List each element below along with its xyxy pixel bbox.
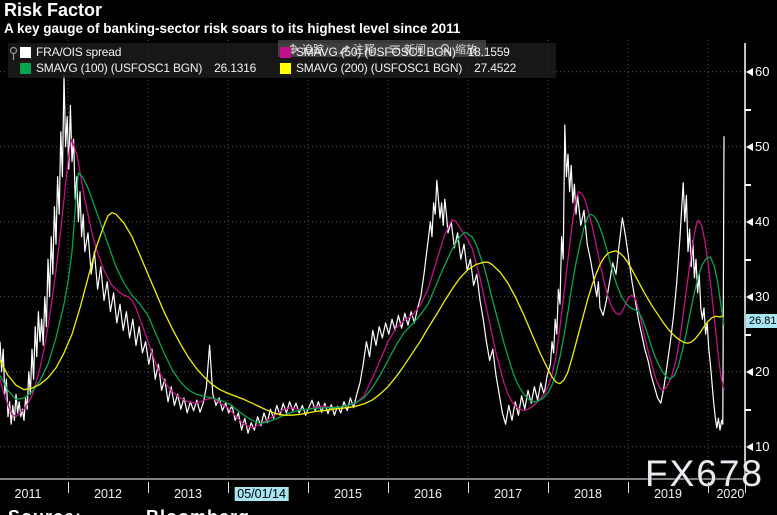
x-axis-year-label: 2013 bbox=[174, 487, 202, 501]
x-axis-year-label: 2012 bbox=[94, 487, 122, 501]
y-minor-tick bbox=[745, 409, 751, 412]
chart-toolbar: 追踪 注释 新闻 缩放 bbox=[278, 40, 486, 57]
toolbar-button-label: 新闻 bbox=[404, 43, 426, 56]
last-price-label: 26.8100 bbox=[746, 313, 777, 328]
y-tick-label: 50 bbox=[746, 139, 769, 154]
tick-arrow-icon bbox=[746, 367, 753, 376]
legend-value: 18.1559 bbox=[467, 45, 510, 59]
legend-item[interactable]: SMAVG (200) (USFOSC1 BGN) 27.4522 bbox=[280, 61, 516, 75]
x-tick bbox=[308, 482, 309, 493]
source-strip: Source: Bloomberg bbox=[8, 507, 528, 515]
legend-swatch-icon bbox=[20, 62, 31, 74]
news-icon bbox=[389, 43, 401, 55]
x-tick bbox=[148, 482, 149, 493]
x-tick bbox=[68, 482, 69, 493]
x-tick bbox=[388, 482, 389, 493]
legend-label: SMAVG (100) (USFOSC1 BGN) bbox=[36, 61, 203, 75]
y-minor-tick bbox=[745, 259, 751, 262]
legend-item[interactable]: FRA/OIS spread bbox=[20, 45, 121, 59]
pin-icon[interactable] bbox=[8, 46, 19, 66]
y-minor-tick bbox=[745, 184, 751, 187]
y-minor-tick bbox=[745, 334, 751, 337]
y-tick-label: 60 bbox=[746, 64, 769, 79]
toolbar-button-pencil[interactable]: 注释 bbox=[338, 41, 375, 57]
source-text: Source: Bloomberg bbox=[8, 507, 250, 515]
legend-value: 26.1316 bbox=[214, 61, 257, 75]
toolbar-button-news[interactable]: 新闻 bbox=[389, 41, 426, 57]
watermark: FX678 bbox=[645, 453, 765, 494]
date-field[interactable]: 05/01/14 bbox=[234, 487, 289, 501]
legend-label: FRA/OIS spread bbox=[36, 45, 122, 59]
x-tick bbox=[708, 482, 709, 493]
y-tick-label: 20 bbox=[746, 364, 769, 379]
x-tick bbox=[228, 482, 229, 493]
toolbar-button-label: 追踪 bbox=[302, 43, 324, 56]
series-line bbox=[0, 138, 725, 429]
x-axis-year-label: 2016 bbox=[414, 487, 442, 501]
page-subtitle: A key gauge of banking-sector risk soars… bbox=[4, 21, 461, 36]
x-tick bbox=[744, 482, 746, 493]
x-axis-year-label: 2020 bbox=[716, 487, 745, 501]
x-tick bbox=[548, 482, 549, 493]
tick-arrow-icon bbox=[746, 67, 753, 76]
series-line bbox=[0, 212, 725, 416]
tick-arrow-icon bbox=[746, 142, 753, 151]
series-lines bbox=[0, 74, 725, 434]
x-tick bbox=[628, 482, 629, 493]
tick-arrow-icon bbox=[746, 442, 753, 451]
legend-item[interactable]: SMAVG (50) (USFOSC1 BGN) 18.1559 bbox=[280, 45, 510, 59]
legend-swatch-icon bbox=[280, 46, 291, 58]
y-tick-label: 30 bbox=[746, 289, 769, 304]
y-minor-tick bbox=[745, 109, 751, 112]
series-line bbox=[0, 74, 725, 434]
tick-arrow-icon bbox=[746, 292, 753, 301]
legend-swatch-icon bbox=[20, 46, 31, 58]
x-axis-year-label: 2018 bbox=[574, 487, 602, 501]
magnifier-icon bbox=[440, 43, 452, 55]
toolbar-button-magnifier[interactable]: 缩放 bbox=[440, 41, 477, 57]
x-axis-year-label: 2019 bbox=[654, 487, 682, 501]
header: Risk Factor A key gauge of banking-secto… bbox=[4, 0, 460, 37]
toolbar-button-label: 缩放 bbox=[455, 43, 477, 56]
x-axis-year-label: 2015 bbox=[334, 487, 362, 501]
toolbar-button-label: 注释 bbox=[353, 43, 375, 56]
x-axis-year-label: 2011 bbox=[14, 487, 42, 501]
gridlines bbox=[0, 40, 745, 479]
page-title: Risk Factor bbox=[4, 0, 103, 20]
legend-label: SMAVG (200) (USFOSC1 BGN) bbox=[296, 61, 463, 75]
legend-item[interactable]: SMAVG (100) (USFOSC1 BGN) 26.1316 bbox=[20, 61, 256, 75]
axis-lines bbox=[0, 43, 746, 482]
legend-value: 27.4522 bbox=[474, 61, 517, 75]
pencil-icon bbox=[338, 43, 350, 55]
legend-label: SMAVG (50) (USFOSC1 BGN) bbox=[296, 45, 456, 59]
toolbar-button-crosshair[interactable]: 追踪 bbox=[287, 41, 324, 57]
x-tick bbox=[468, 482, 469, 493]
x-axis-year-label: 2017 bbox=[494, 487, 522, 501]
legend-swatch-icon bbox=[280, 62, 291, 74]
y-tick-label: 40 bbox=[746, 214, 769, 229]
tick-arrow-icon bbox=[746, 217, 753, 226]
y-tick-label: 10 bbox=[746, 439, 769, 454]
series-line bbox=[0, 172, 725, 425]
